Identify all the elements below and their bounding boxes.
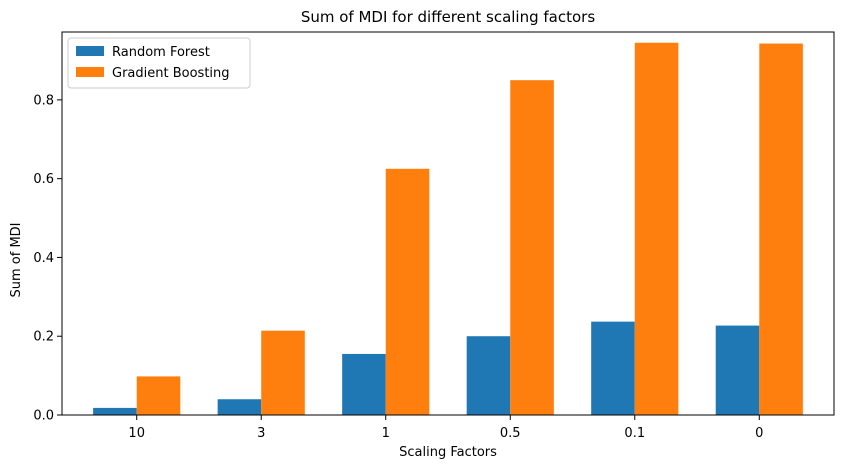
- bar-gradient-boosting-0: [759, 43, 803, 415]
- bar-gradient-boosting-3: [261, 330, 305, 415]
- legend-label: Random Forest: [112, 45, 210, 60]
- bar-random-forest-10: [93, 407, 137, 415]
- bar-gradient-boosting-10: [136, 376, 181, 415]
- bar-random-forest-0.1: [591, 321, 635, 415]
- bars-layer: [93, 42, 803, 416]
- legend-box: [67, 37, 251, 89]
- x-tick-label: 0.1: [624, 426, 645, 441]
- axes-layer: 0.0 0.2 0.4 0.6 0.8 10 3 1 0.5 0.1 0: [33, 31, 835, 441]
- bar-random-forest-1: [342, 353, 386, 415]
- y-tick-label: 0.4: [33, 251, 54, 266]
- x-tick-label: 3: [257, 426, 265, 441]
- x-axis-label: Scaling Factors: [399, 445, 497, 460]
- y-tick-label: 0.8: [33, 93, 54, 108]
- x-tick-label: 1: [382, 426, 390, 441]
- chart-title: Sum of MDI for different scaling factors: [301, 8, 596, 26]
- legend-swatch: [76, 46, 104, 56]
- legend-swatch: [76, 67, 104, 77]
- x-tick-label: 0: [755, 426, 763, 441]
- bar-random-forest-0: [715, 325, 760, 415]
- y-tick-label: 0.2: [33, 330, 54, 345]
- bar-random-forest-0.5: [466, 336, 511, 415]
- x-tick-label: 0.5: [500, 426, 521, 441]
- plot-frame: [61, 31, 835, 416]
- x-tick-label: 10: [128, 426, 145, 441]
- legend: Random Forest Gradient Boosting: [67, 37, 251, 89]
- legend-label: Gradient Boosting: [112, 66, 230, 81]
- y-tick-label: 0.6: [33, 172, 54, 187]
- bar-gradient-boosting-0.5: [510, 80, 554, 416]
- y-tick-label: 0.0: [33, 409, 54, 424]
- bar-gradient-boosting-1: [385, 168, 430, 415]
- y-axis-label: Sum of MDI: [9, 222, 24, 297]
- bar-random-forest-3: [217, 399, 262, 415]
- bar-gradient-boosting-0.1: [634, 42, 679, 415]
